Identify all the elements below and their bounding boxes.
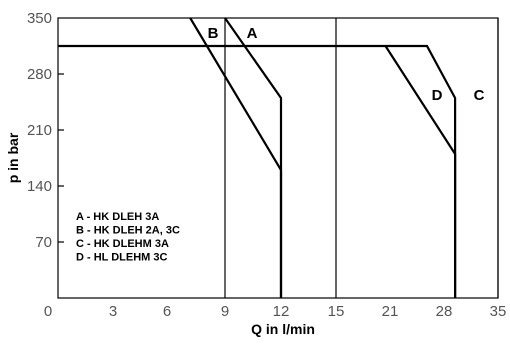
legend: A - HK DLEH 3A B - HK DLEH 2A, 3CC - HK D… bbox=[76, 211, 180, 264]
x-tick-label: 9 bbox=[221, 303, 229, 320]
curve-label-b: B bbox=[208, 25, 219, 42]
x-tick-label: 3 bbox=[109, 303, 117, 320]
x-tick-label: 12 bbox=[273, 303, 290, 320]
curve-label-c: C bbox=[474, 87, 485, 104]
curve-label-d: D bbox=[432, 87, 443, 104]
legend-item: C - HK DLEHM 3A bbox=[76, 238, 169, 250]
x-tick-label: 21 bbox=[382, 303, 399, 320]
x-tick-label: 28 bbox=[436, 303, 453, 320]
y-tick-label: 350 bbox=[27, 10, 52, 27]
x-tick-label: 0 bbox=[44, 303, 52, 320]
legend-item: A - HK DLEH 3A bbox=[76, 211, 159, 223]
x-axis-label: Q in l/min bbox=[251, 321, 315, 337]
x-tick-labels: 0 3 6 9 12 15 21 28 35 bbox=[44, 303, 507, 320]
curves bbox=[58, 17, 457, 298]
x-tick-label: 35 bbox=[490, 303, 507, 320]
legend-item: D - HL DLEHM 3C bbox=[76, 252, 168, 264]
y-tick-label: 140 bbox=[27, 178, 52, 195]
curve-labels: A B C D bbox=[208, 25, 485, 104]
curve-label-a: A bbox=[247, 25, 258, 42]
curve-d bbox=[384, 45, 457, 298]
x-tick-label: 6 bbox=[163, 303, 171, 320]
legend-item: B - HK DLEH 2A, 3C bbox=[76, 225, 180, 237]
y-axis-label: p in bar bbox=[5, 132, 21, 183]
y-tick-labels: 70 140 210 280 350 bbox=[27, 10, 52, 251]
y-tick-label: 280 bbox=[27, 66, 52, 83]
x-tick-label: 15 bbox=[328, 303, 345, 320]
y-tick-label: 70 bbox=[35, 234, 52, 251]
y-tick-label: 210 bbox=[27, 122, 52, 139]
grid-lines bbox=[57, 17, 499, 299]
curve-b bbox=[189, 17, 283, 298]
